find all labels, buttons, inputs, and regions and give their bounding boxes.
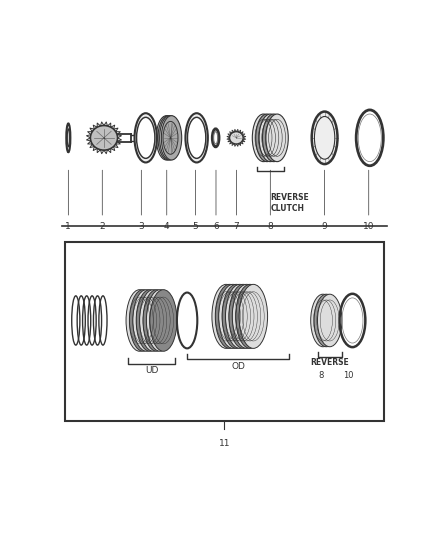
- Text: 11: 11: [219, 440, 230, 448]
- Ellipse shape: [230, 132, 243, 144]
- Ellipse shape: [252, 114, 275, 161]
- Ellipse shape: [262, 114, 285, 161]
- Ellipse shape: [256, 114, 278, 161]
- Ellipse shape: [212, 284, 240, 349]
- Text: 10: 10: [363, 222, 374, 231]
- Text: 9: 9: [322, 222, 328, 231]
- Text: 1: 1: [65, 222, 71, 231]
- Ellipse shape: [126, 290, 153, 351]
- FancyBboxPatch shape: [65, 243, 384, 421]
- Ellipse shape: [161, 116, 182, 160]
- Ellipse shape: [239, 284, 268, 349]
- Ellipse shape: [215, 284, 244, 349]
- Ellipse shape: [158, 116, 178, 160]
- Ellipse shape: [222, 284, 251, 349]
- Ellipse shape: [143, 290, 170, 351]
- Text: 2: 2: [99, 222, 105, 231]
- Ellipse shape: [232, 284, 261, 349]
- Ellipse shape: [156, 116, 177, 160]
- Ellipse shape: [312, 111, 338, 164]
- Ellipse shape: [150, 290, 177, 351]
- Ellipse shape: [185, 113, 208, 163]
- Ellipse shape: [140, 290, 167, 351]
- Ellipse shape: [137, 117, 155, 158]
- Ellipse shape: [219, 284, 247, 349]
- Ellipse shape: [90, 126, 117, 150]
- Text: 8: 8: [318, 371, 324, 380]
- Ellipse shape: [236, 284, 264, 349]
- Text: UD: UD: [145, 366, 158, 375]
- Text: 6: 6: [213, 222, 219, 231]
- Text: 3: 3: [138, 222, 144, 231]
- Ellipse shape: [134, 113, 157, 163]
- Ellipse shape: [266, 114, 288, 161]
- Text: REVERSE
CLUTCH: REVERSE CLUTCH: [270, 193, 309, 213]
- Ellipse shape: [159, 116, 180, 160]
- Ellipse shape: [187, 117, 206, 158]
- Text: REVERSE: REVERSE: [311, 358, 349, 367]
- Text: OD: OD: [231, 362, 245, 371]
- Text: 4: 4: [164, 222, 170, 231]
- Ellipse shape: [318, 294, 342, 347]
- Ellipse shape: [311, 294, 335, 347]
- Ellipse shape: [129, 290, 156, 351]
- Ellipse shape: [136, 290, 163, 351]
- Text: 10: 10: [343, 371, 353, 380]
- Text: 8: 8: [268, 222, 273, 231]
- Ellipse shape: [259, 114, 282, 161]
- Text: 5: 5: [193, 222, 198, 231]
- Ellipse shape: [226, 284, 254, 349]
- Text: 7: 7: [233, 222, 239, 231]
- Ellipse shape: [229, 284, 258, 349]
- Ellipse shape: [314, 294, 339, 347]
- Ellipse shape: [133, 290, 160, 351]
- Ellipse shape: [146, 290, 173, 351]
